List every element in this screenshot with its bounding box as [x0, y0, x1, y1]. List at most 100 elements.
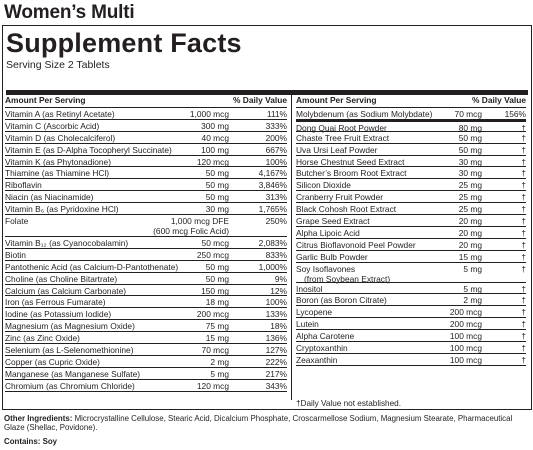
nutrient-amount: 15 mg	[206, 333, 229, 343]
nutrient-amount: 20 mg	[459, 240, 482, 250]
nutrient-daily-value: †	[521, 263, 526, 274]
nutrient-name: Molybdenum (as Sodium Molybdate)	[296, 109, 432, 119]
nutrient-amount-text: 20 mg	[458, 239, 482, 250]
nutrient-daily-value: 333%	[265, 120, 287, 131]
nutrient-row: Molybdenum (as Sodium Molybdate) 70 mcg 15…	[296, 108, 526, 120]
nutrient-name-text: Boron (as Boron Citrate)	[296, 295, 387, 306]
nutrient-row: Vitamin B₁₂ (as Cyanocobalamin) 50 mcg 2,0…	[5, 237, 287, 249]
nutrient-name-text: Alpha Carotene	[296, 331, 355, 342]
nutrient-daily-value: †	[521, 307, 526, 318]
nutrient-name: Pantothenic Acid (as Calcium-D-Pantothen…	[5, 262, 178, 272]
nutrient-name: Citrus Bioflavonoid Peel Powder	[296, 240, 416, 250]
nutrient-amount: 50 mcg	[202, 238, 229, 248]
nutrient-row: Silicon Dioxide 25 mg †	[296, 179, 526, 192]
nutrient-amount-text: 5 mg	[463, 263, 482, 274]
nutrient-amount-text: 250 mcg	[196, 249, 229, 260]
nutrient-name-text: Riboflavin	[5, 180, 42, 191]
nutrient-daily-value: 9%	[274, 273, 287, 284]
nutrient-name-text: Garlic Bulb Powder	[296, 251, 368, 262]
nutrient-name: Vitamin D (as Cholecalciferol)	[5, 133, 115, 143]
nutrient-name: Biotin	[5, 250, 26, 260]
nutrient-amount: 50 mg	[206, 192, 229, 202]
right-nutrient-column: Amount Per Serving % Daily Value Molybde…	[296, 95, 526, 366]
nutrient-name-text: Vitamin A (as Retinyl Acetate)	[5, 109, 115, 119]
nutrient-amount-text: 5 mg	[463, 283, 482, 294]
nutrient-amount: 1,000 mcg DFE (600 mcg Folic Acid)	[153, 216, 229, 236]
nutrient-row: Niacin (as Niacinamide) 50 mg 313%	[5, 191, 287, 204]
nutrient-row: Butcher’s Broom Root Extract 30 mg †	[296, 167, 526, 180]
nutrient-name: Iron (as Ferrous Fumarate)	[5, 297, 106, 307]
nutrient-daily-value: 18%	[270, 321, 287, 332]
nutrient-daily-value: †	[521, 295, 526, 306]
nutrient-amount-text: 5 mg	[210, 368, 229, 379]
nutrient-row: Grape Seed Extract 20 mg †	[296, 215, 526, 227]
daily-value-header: % Daily Value	[472, 95, 526, 105]
nutrient-name: Boron (as Boron Citrate)	[296, 295, 387, 305]
right-rows: Molybdenum (as Sodium Molybdate) 70 mcg 15…	[296, 108, 526, 366]
nutrient-row: Calcium (as Calcium Carbonate) 150 mg 12%	[5, 285, 287, 297]
nutrient-name: Calcium (as Calcium Carbonate)	[5, 286, 126, 296]
nutrient-daily-value: 100%	[265, 297, 287, 308]
nutrient-daily-value: †	[521, 283, 526, 294]
nutrient-amount-text: 20 mg	[458, 216, 482, 227]
nutrient-amount: 120 mcg	[197, 157, 229, 167]
nutrient-row: Citrus Bioflavonoid Peel Powder 20 mg †	[296, 239, 526, 251]
nutrient-amount: 120 mcg	[197, 381, 229, 391]
nutrient-daily-value: 667%	[265, 144, 287, 155]
nutrient-amount-text: 20 mg	[458, 227, 482, 238]
nutrient-row: Manganese (as Manganese Sulfate) 5 mg 217%	[5, 368, 287, 380]
nutrient-name: Cryptoxanthin	[296, 343, 348, 353]
nutrient-name-text: Vitamin K (as Phytonadione)	[5, 156, 111, 167]
nutrient-name: Vitamin B₁₂ (as Cyanocobalamin)	[5, 238, 128, 248]
nutrient-amount: 25 mg	[459, 192, 482, 202]
nutrient-name-text: Horse Chestnut Seed Extract	[296, 156, 405, 167]
other-ingredients-label: Other Ingredients:	[4, 414, 73, 423]
nutrient-amount: 40 mcg	[202, 133, 229, 143]
nutrient-name-text: Butcher’s Broom Root Extract	[296, 168, 407, 179]
nutrient-name: Niacin (as Niacinamide)	[5, 192, 93, 202]
right-column-header: Amount Per Serving % Daily Value	[296, 95, 526, 108]
nutrient-name-text: Calcium (as Calcium Carbonate)	[5, 285, 127, 296]
nutrient-row: Iron (as Ferrous Fumarate) 18 mg 100%	[5, 296, 287, 309]
nutrient-row: Vitamin E (as D-Alpha Tocopheryl Succina…	[5, 144, 287, 156]
nutrient-daily-value: †	[521, 227, 526, 238]
nutrient-amount-text: 200 mcg	[449, 307, 482, 318]
nutrient-name-text: Choline (as Choline Bitartrate)	[5, 273, 118, 284]
nutrient-daily-value: †	[521, 319, 526, 330]
nutrient-amount-text: 100 mcg	[449, 331, 482, 342]
nutrient-amount: 150 mg	[201, 286, 229, 296]
nutrient-name-text: Lutein	[296, 319, 319, 330]
other-ingredients-text: Microcrystalline Cellulose, Stearic Acid…	[4, 414, 513, 433]
nutrient-amount: 25 mg	[459, 204, 482, 214]
panel-title: Supplement Facts	[6, 28, 242, 58]
nutrient-amount: 50 mg	[206, 180, 229, 190]
nutrient-amount-text: 150 mg	[201, 285, 229, 296]
nutrient-daily-value: 3,846%	[258, 180, 287, 191]
nutrient-amount-text: 2 mg	[463, 295, 482, 306]
nutrient-row: Alpha Lipoic Acid 20 mg †	[296, 227, 526, 239]
nutrient-amount: 100 mcg	[450, 331, 482, 341]
nutrient-daily-value: †	[521, 343, 526, 354]
nutrient-amount-text: 30 mg	[458, 156, 482, 167]
amount-per-serving-header: Amount Per Serving	[5, 95, 86, 105]
nutrient-amount-text: 50 mg	[205, 180, 229, 191]
nutrient-row: Horse Chestnut Seed Extract 30 mg †	[296, 156, 526, 168]
nutrient-row: Iodine (as Potassium Iodide) 200 mcg 133%	[5, 308, 287, 321]
nutrient-name-text: Manganese (as Manganese Sulfate)	[5, 368, 141, 379]
nutrient-row: Zeaxanthin 100 mcg †	[296, 354, 526, 366]
nutrient-row: Riboflavin 50 mg 3,846%	[5, 179, 287, 192]
nutrient-amount-text: 120 mcg	[196, 380, 229, 391]
nutrient-row: Chromium (as Chromium Chloride) 120 mcg 34…	[5, 380, 287, 392]
other-ingredients: Other Ingredients: Microcrystalline Cell…	[4, 414, 530, 433]
nutrient-name-text: Niacin (as Niacinamide)	[5, 192, 94, 203]
nutrient-daily-value: 100%	[265, 156, 287, 167]
nutrient-name: Grape Seed Extract	[296, 216, 370, 226]
nutrient-name: Manganese (as Manganese Sulfate)	[5, 369, 140, 379]
nutrient-amount-sub: (600 mcg Folic Acid)	[153, 226, 229, 237]
nutrient-amount-text: 15 mg	[458, 251, 482, 262]
nutrient-amount-text: 100 mcg	[449, 354, 482, 365]
product-title: Women’s Multi	[4, 2, 135, 23]
supplement-facts-panel: Supplement Facts Serving Size 2 Tablets	[2, 25, 532, 410]
nutrient-name-text: Chromium (as Chromium Chloride)	[5, 380, 135, 391]
nutrient-amount: 75 mg	[206, 321, 229, 331]
